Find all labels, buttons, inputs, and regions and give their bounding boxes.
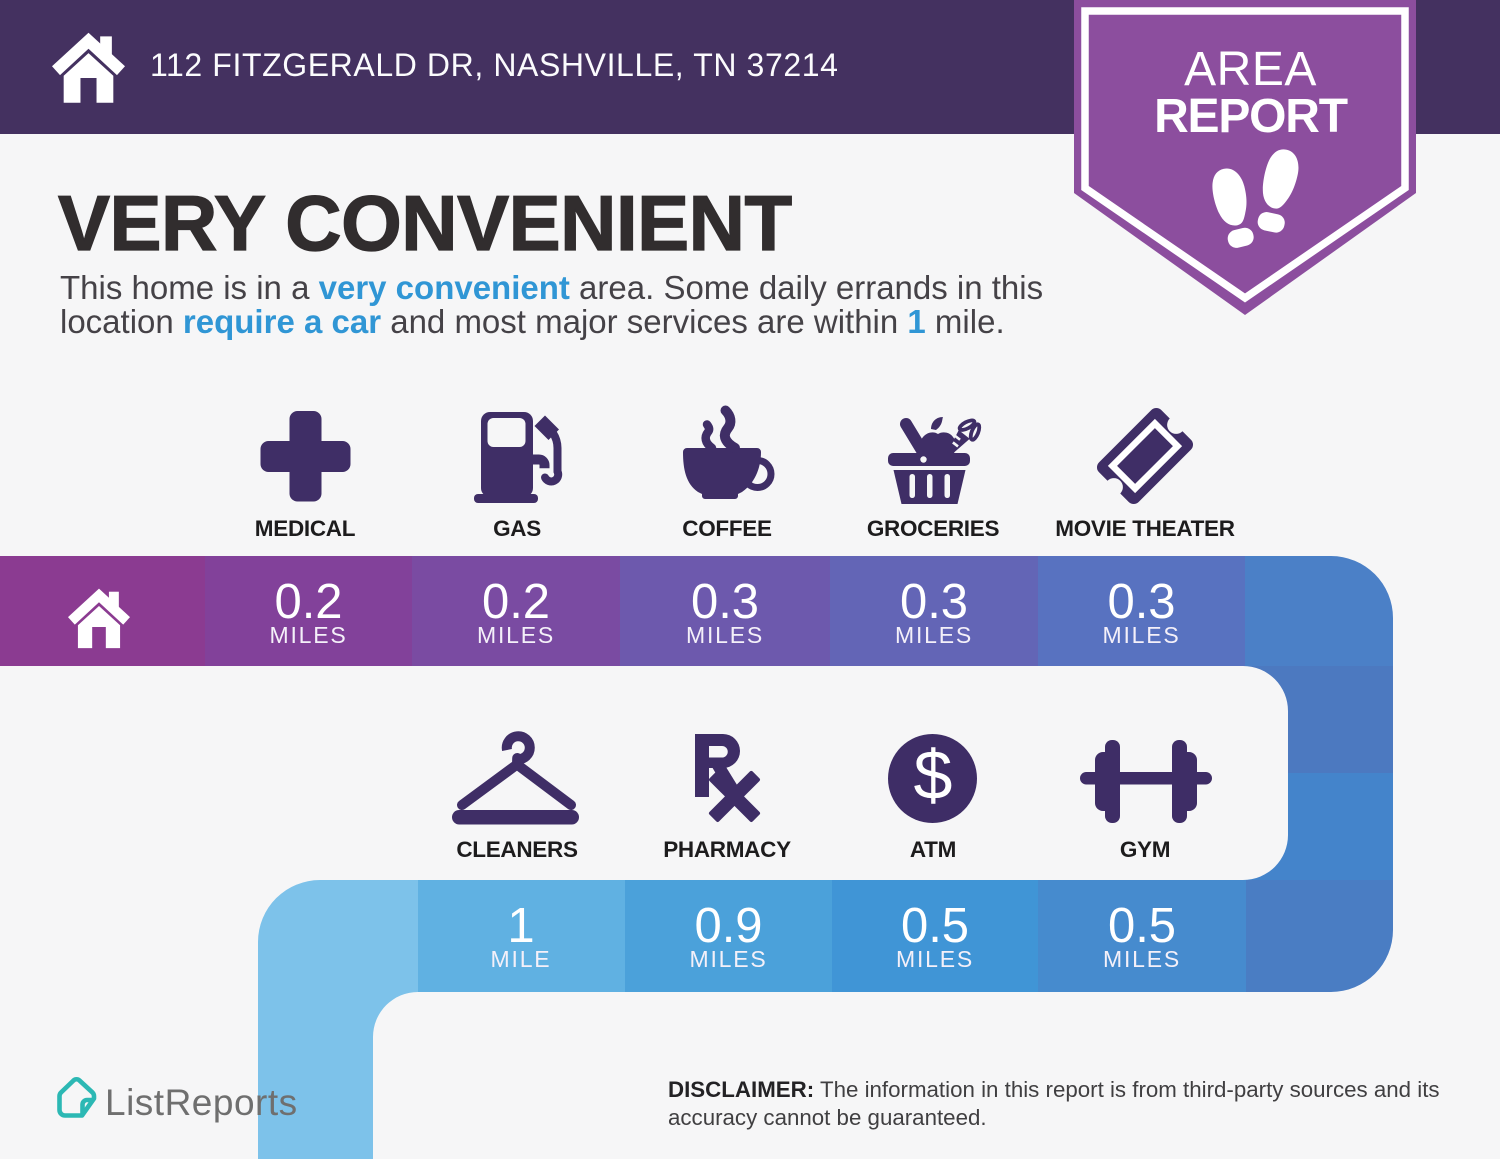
svg-text:$: $ xyxy=(914,736,953,814)
